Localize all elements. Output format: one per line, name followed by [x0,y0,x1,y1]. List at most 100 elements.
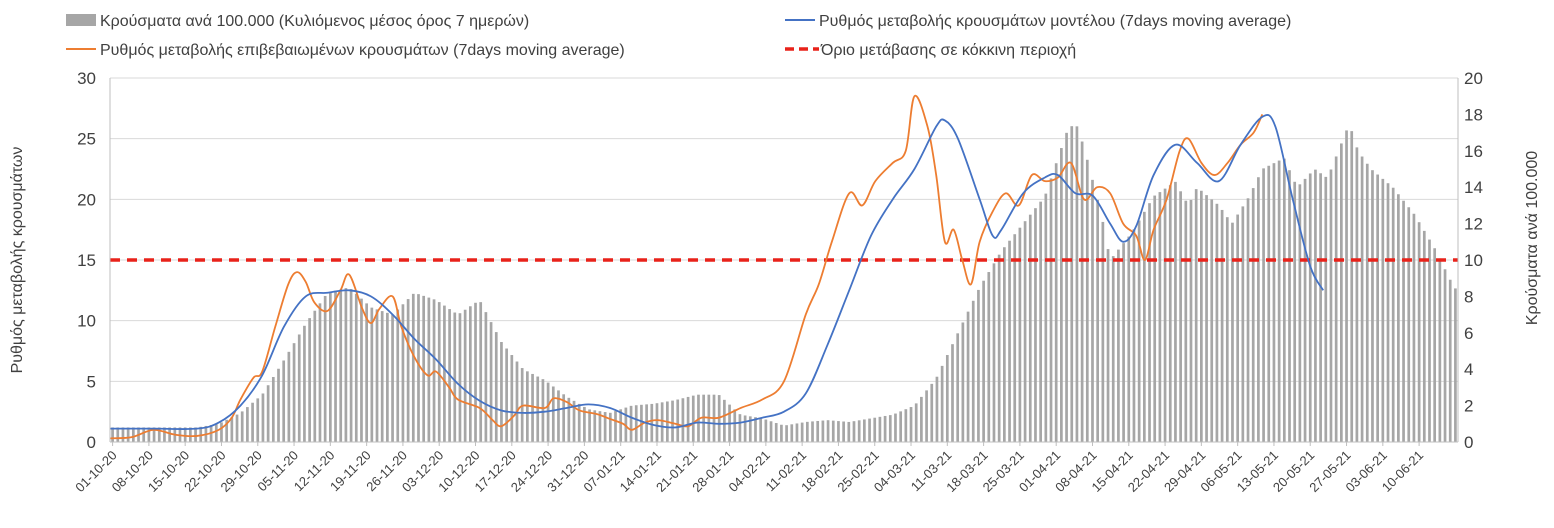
bar [1241,206,1245,442]
bar [1334,156,1338,442]
y-left-tick-label: 15 [77,251,96,270]
bar [1013,234,1017,442]
bar [686,396,690,442]
bar [1205,195,1208,442]
bar [354,293,358,442]
bar [971,300,975,442]
bar [194,427,197,442]
bar [837,421,840,442]
line-confirmed-rate [109,94,1264,440]
bar [1308,173,1312,442]
bar [733,409,737,442]
bar [1412,213,1416,442]
bar [992,263,996,442]
bar [857,420,861,442]
bar [1391,187,1395,442]
bar [1075,126,1079,442]
legend-label-model: Ρυθμός μεταβολής κρουσμάτων μοντέλου (7d… [819,13,1291,30]
bar [1371,170,1374,442]
bar [339,289,343,442]
bar [323,295,327,442]
bar [479,302,483,442]
bar [920,396,923,442]
bar [1142,211,1146,442]
bar [1231,222,1234,442]
bar [738,414,742,442]
bar [1049,178,1053,443]
bar [230,417,234,442]
bar [748,416,752,442]
bar [1443,269,1447,442]
bar [619,409,623,442]
bar [1122,243,1125,442]
bar [1200,190,1203,442]
bar [1365,163,1369,442]
bar [396,309,400,442]
bar [500,342,503,442]
y-axis-right-title: Κρούσματα ανά 100.000 [1524,151,1541,325]
bar [1282,158,1286,442]
bar [956,333,960,442]
bar [1106,249,1110,442]
bar [526,371,529,442]
legend-label-bars: Κρούσματα ανά 100.000 (Κυλιόμενος μέσος … [100,13,529,30]
bar [1303,178,1307,442]
bar [189,427,192,442]
bar [1085,159,1089,443]
y-right-tick-label: 6 [1464,324,1473,343]
bar [1184,200,1188,442]
bar [1251,188,1255,442]
bar [1194,189,1198,442]
bar [163,427,166,442]
bar [557,390,560,442]
bar [1433,248,1437,442]
bar [536,376,540,442]
bar [168,427,171,442]
bar [888,415,892,442]
bar [894,413,897,442]
bar [873,417,877,442]
bar [847,421,851,442]
bar [370,307,374,442]
line-series-layer [109,94,1324,440]
bar [246,407,249,442]
bar [365,303,368,442]
bar [1215,203,1219,442]
bar [126,427,130,442]
bar [1428,239,1431,442]
bar [1324,176,1328,442]
bar [1314,169,1317,442]
bar [183,427,187,442]
bar [329,292,332,442]
bar [313,310,317,442]
bar [1397,194,1400,442]
legend: Κρούσματα ανά 100.000 (Κυλιόμενος μέσος … [66,13,1291,59]
bar [1422,230,1426,442]
bar [1438,258,1442,442]
bar [349,289,353,442]
bar [406,299,410,442]
bar [940,365,944,443]
bar [380,311,384,442]
bar [852,421,856,442]
bar [821,420,825,442]
bar [593,410,597,442]
bar [925,390,928,442]
bar [608,412,612,442]
bar [1376,174,1379,442]
bar [1262,168,1265,442]
bar [743,415,747,442]
bar [303,325,306,442]
bar [468,306,472,442]
bar [577,403,581,442]
bar [391,314,394,442]
bar [131,427,135,442]
bar [463,309,467,442]
bar [966,311,970,442]
bar [1319,173,1322,442]
bar [562,394,566,442]
y-left-tick-label: 20 [77,190,96,209]
bar [1454,288,1457,442]
bar [842,421,845,442]
